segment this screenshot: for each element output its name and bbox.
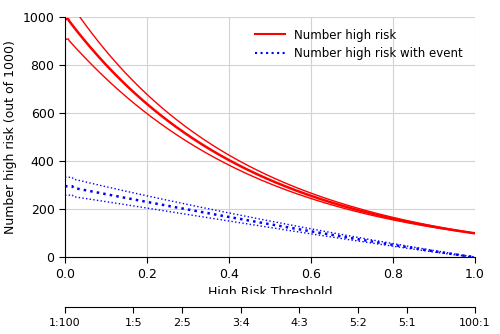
Legend: Number high risk, Number high risk with event: Number high risk, Number high risk with … xyxy=(250,23,469,66)
X-axis label: High Risk Threshold: High Risk Threshold xyxy=(208,286,332,299)
Y-axis label: Number high risk (out of 1000): Number high risk (out of 1000) xyxy=(4,40,17,234)
